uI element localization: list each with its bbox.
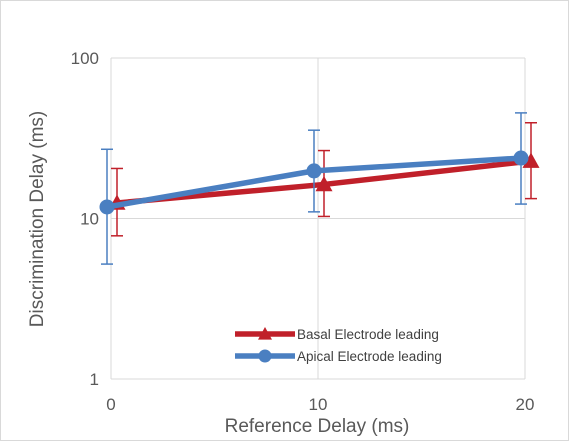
y-tick-label: 100 xyxy=(71,49,99,68)
legend-item: Basal Electrode leading xyxy=(235,327,439,342)
x-tick-label: 0 xyxy=(106,395,115,414)
legend: Basal Electrode leading Apical Electrode … xyxy=(235,327,442,364)
y-tick-label: 1 xyxy=(90,370,99,389)
data-point xyxy=(306,163,322,179)
y-axis-title: Discrimination Delay (ms) xyxy=(27,111,48,327)
x-tick-labels: 0 10 20 xyxy=(106,395,534,414)
data-point xyxy=(513,150,529,166)
data-point xyxy=(99,199,115,215)
x-tick-label: 20 xyxy=(516,395,535,414)
legend-item: Apical Electrode leading xyxy=(235,349,442,364)
legend-marker xyxy=(258,349,272,363)
data-point xyxy=(522,152,540,168)
x-tick-label: 10 xyxy=(309,395,328,414)
series-1 xyxy=(108,121,540,237)
gridlines xyxy=(110,57,526,380)
y-tick-label: 10 xyxy=(80,210,99,229)
legend-marker xyxy=(258,327,272,340)
x-axis-title: Reference Delay (ms) xyxy=(225,416,410,437)
data-point xyxy=(315,175,333,192)
y-tick-labels: 1 10 100 xyxy=(71,49,99,389)
legend-label: Basal Electrode leading xyxy=(297,327,439,342)
series-2 xyxy=(99,112,529,265)
legend-label: Apical Electrode leading xyxy=(297,349,442,364)
series-layer xyxy=(99,112,540,265)
